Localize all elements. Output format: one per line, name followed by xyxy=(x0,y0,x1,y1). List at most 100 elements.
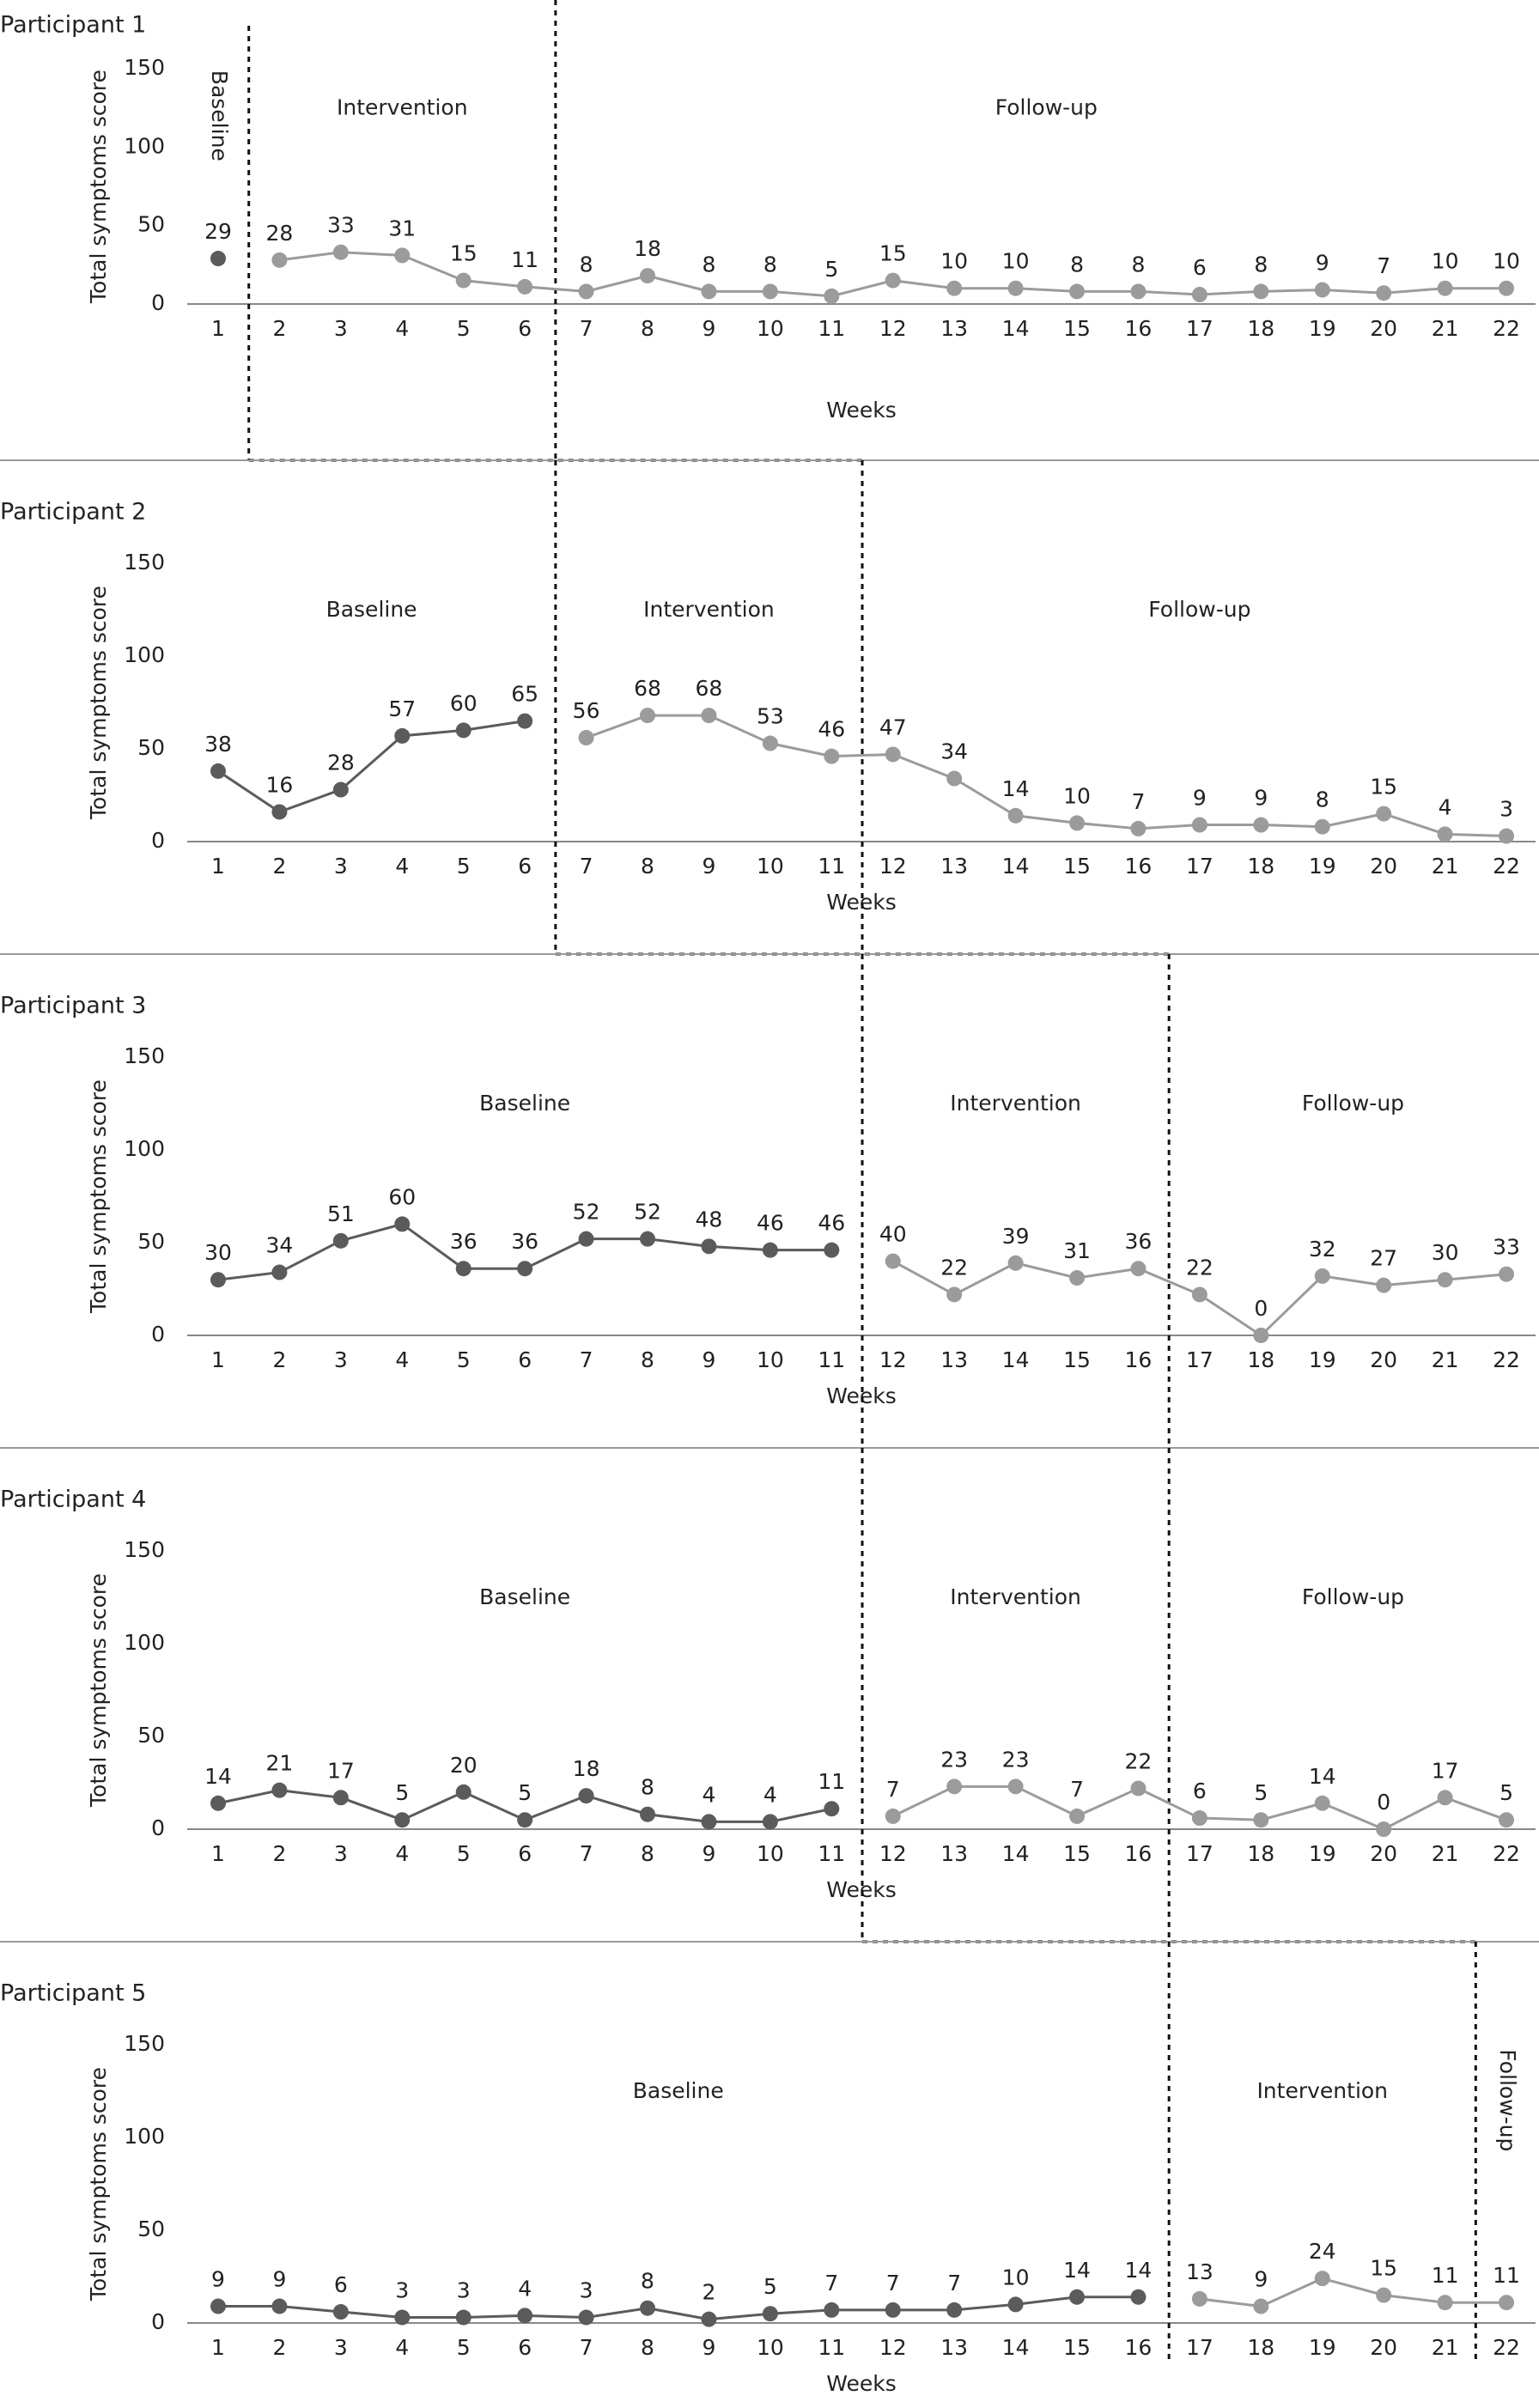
data-point xyxy=(1437,280,1453,296)
data-point xyxy=(1376,1821,1392,1837)
x-tick-label: 19 xyxy=(1309,316,1336,341)
y-tick-label: 0 xyxy=(151,1322,165,1347)
data-label: 22 xyxy=(1186,1255,1214,1280)
x-tick-label: 16 xyxy=(1125,1347,1153,1372)
x-tick-label: 17 xyxy=(1186,1347,1214,1372)
x-tick-label: 21 xyxy=(1432,1841,1459,1866)
phase-label: Baseline xyxy=(207,70,232,161)
data-label: 46 xyxy=(818,717,845,742)
x-tick-label: 21 xyxy=(1432,2335,1459,2360)
data-label: 46 xyxy=(757,1211,784,1236)
data-point xyxy=(455,1784,471,1800)
x-tick-label: 10 xyxy=(757,1347,784,1372)
phase-label: Intervention xyxy=(950,1584,1081,1609)
series-line xyxy=(586,274,1507,298)
data-label: 0 xyxy=(1377,1790,1390,1815)
chart-title: Participant 2 xyxy=(0,499,146,526)
data-label: 6 xyxy=(334,2272,348,2297)
x-tick-label: 3 xyxy=(334,1347,348,1372)
data-point xyxy=(1376,806,1392,822)
data-point xyxy=(394,727,411,744)
x-tick-label: 19 xyxy=(1309,2335,1336,2360)
data-point xyxy=(1314,818,1330,835)
data-point xyxy=(517,713,533,729)
data-point xyxy=(1437,826,1453,842)
x-tick-label: 20 xyxy=(1370,316,1397,341)
x-tick-label: 2 xyxy=(272,1841,286,1866)
x-tick-label: 5 xyxy=(457,1347,471,1372)
x-tick-label: 18 xyxy=(1247,316,1274,341)
x-tick-label: 1 xyxy=(211,854,225,879)
x-tick-label: 12 xyxy=(879,316,907,341)
x-tick-label: 9 xyxy=(702,2335,715,2360)
data-point xyxy=(578,2309,594,2326)
y-tick-label: 0 xyxy=(151,2309,165,2334)
x-tick-label: 4 xyxy=(395,2335,409,2360)
data-label: 36 xyxy=(1125,1229,1153,1254)
x-tick-label: 22 xyxy=(1493,1841,1520,1866)
data-label: 65 xyxy=(511,682,538,707)
data-label: 5 xyxy=(1254,1780,1268,1805)
phase-label: Follow-up xyxy=(1302,1091,1404,1116)
data-label: 18 xyxy=(634,236,661,261)
data-label: 9 xyxy=(1254,2267,1268,2292)
x-tick-label: 21 xyxy=(1432,316,1459,341)
data-point xyxy=(1007,280,1024,296)
x-tick-label: 1 xyxy=(211,2335,225,2360)
data-label: 7 xyxy=(1070,1777,1084,1802)
data-point xyxy=(946,770,963,787)
data-label: 34 xyxy=(940,739,968,764)
x-tick-label: 15 xyxy=(1063,316,1091,341)
data-label: 36 xyxy=(450,1229,478,1254)
data-label: 0 xyxy=(1254,1296,1268,1321)
data-label: 21 xyxy=(266,1751,294,1776)
x-tick-label: 18 xyxy=(1247,1841,1274,1866)
x-axis-label: Weeks xyxy=(826,398,897,423)
x-tick-label: 4 xyxy=(395,1841,409,1866)
data-point xyxy=(578,1231,594,1247)
x-tick-label: 17 xyxy=(1186,316,1214,341)
data-point xyxy=(824,1242,840,1258)
data-label: 52 xyxy=(634,1200,661,1225)
data-label: 14 xyxy=(1125,2258,1153,2283)
data-label: 7 xyxy=(886,2271,900,2296)
data-label: 31 xyxy=(388,216,416,240)
data-point xyxy=(394,2309,411,2326)
data-label: 15 xyxy=(1370,775,1397,800)
data-point xyxy=(1376,285,1392,301)
data-point xyxy=(885,1253,901,1269)
x-tick-label: 5 xyxy=(457,316,471,341)
data-label: 8 xyxy=(641,1775,654,1800)
y-tick-label: 150 xyxy=(124,1043,165,1068)
data-label: 39 xyxy=(1002,1224,1030,1249)
data-point xyxy=(1253,1812,1269,1828)
data-point xyxy=(1253,817,1269,833)
series-line xyxy=(217,720,526,814)
x-tick-label: 20 xyxy=(1370,854,1397,879)
data-label: 17 xyxy=(1432,1758,1459,1783)
data-point xyxy=(332,1790,349,1806)
data-label: 20 xyxy=(450,1753,478,1778)
y-tick-label: 150 xyxy=(124,1537,165,1562)
data-label: 6 xyxy=(1193,255,1207,280)
x-tick-label: 12 xyxy=(879,1841,907,1866)
x-tick-label: 9 xyxy=(702,316,715,341)
data-label: 23 xyxy=(940,1747,968,1772)
x-tick-label: 17 xyxy=(1186,1841,1214,1866)
x-tick-label: 11 xyxy=(818,854,845,879)
data-point xyxy=(1007,807,1024,824)
data-point xyxy=(824,748,840,764)
data-point xyxy=(578,1788,594,1804)
y-tick-label: 100 xyxy=(124,2124,165,2149)
phase-label: Baseline xyxy=(326,597,417,622)
data-label: 53 xyxy=(757,704,784,729)
data-point xyxy=(210,2298,226,2314)
chart-title: Participant 4 xyxy=(0,1487,146,1513)
phase-label: Baseline xyxy=(479,1091,570,1116)
data-point xyxy=(885,272,901,289)
x-tick-label: 9 xyxy=(702,1841,715,1866)
x-tick-label: 4 xyxy=(395,316,409,341)
y-tick-label: 150 xyxy=(124,550,165,575)
data-label: 10 xyxy=(940,249,968,274)
data-label: 38 xyxy=(204,732,232,757)
